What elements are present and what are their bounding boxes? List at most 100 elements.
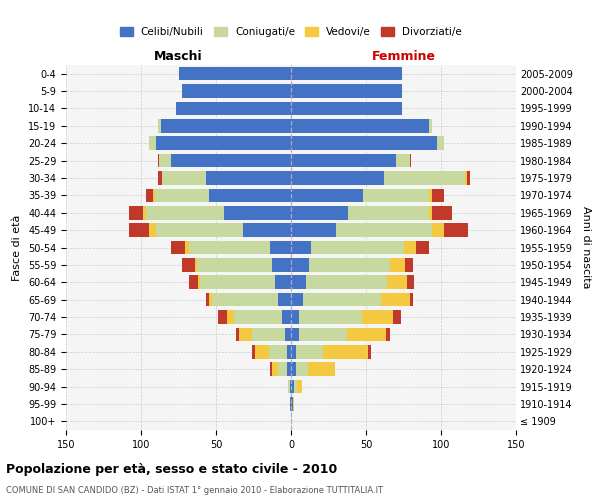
Bar	[291, 224, 336, 237]
Bar	[387, 276, 407, 289]
Bar	[199, 276, 275, 289]
Bar	[291, 397, 293, 410]
Bar	[157, 119, 161, 132]
Bar	[291, 310, 299, 324]
Bar	[432, 224, 444, 237]
Bar	[405, 258, 413, 272]
Bar	[282, 310, 291, 324]
Bar	[465, 171, 467, 185]
Bar	[255, 345, 269, 358]
Bar	[171, 240, 185, 254]
Bar	[309, 258, 390, 272]
Text: Maschi: Maschi	[154, 50, 203, 63]
Bar	[291, 119, 429, 132]
Y-axis label: Fasce di età: Fasce di età	[13, 214, 22, 280]
Y-axis label: Anni di nascita: Anni di nascita	[581, 206, 592, 289]
Bar	[291, 102, 402, 115]
Bar	[271, 258, 291, 272]
Bar	[195, 258, 197, 272]
Bar	[269, 345, 287, 358]
Bar	[429, 119, 432, 132]
Bar	[153, 188, 155, 202]
Bar	[367, 345, 371, 358]
Bar	[291, 67, 402, 80]
Bar	[390, 258, 405, 272]
Bar	[404, 240, 415, 254]
Bar	[348, 206, 429, 220]
Bar	[243, 224, 291, 237]
Bar	[291, 293, 303, 306]
Bar	[218, 310, 227, 324]
Text: Popolazione per età, sesso e stato civile - 2010: Popolazione per età, sesso e stato civil…	[6, 462, 337, 475]
Bar	[407, 276, 414, 289]
Bar	[409, 154, 411, 168]
Bar	[299, 328, 347, 341]
Bar	[444, 224, 468, 237]
Bar	[129, 224, 149, 237]
Bar	[290, 397, 291, 410]
Bar	[409, 293, 413, 306]
Bar	[271, 362, 277, 376]
Bar	[189, 276, 198, 289]
Bar	[176, 102, 291, 115]
Bar	[467, 171, 470, 185]
Bar	[182, 258, 195, 272]
Bar	[185, 240, 189, 254]
Bar	[209, 188, 291, 202]
Bar	[291, 276, 306, 289]
Bar	[291, 328, 299, 341]
Bar	[270, 362, 271, 376]
Bar	[437, 136, 444, 150]
Bar	[290, 380, 291, 394]
Bar	[198, 276, 199, 289]
Bar	[432, 188, 444, 202]
Bar	[291, 154, 396, 168]
Bar	[157, 171, 162, 185]
Bar	[299, 310, 361, 324]
Bar	[308, 362, 335, 376]
Text: Femmine: Femmine	[371, 50, 436, 63]
Bar	[293, 397, 294, 410]
Bar	[197, 258, 271, 272]
Bar	[306, 276, 387, 289]
Bar	[156, 136, 291, 150]
Bar	[275, 276, 291, 289]
Bar	[143, 206, 146, 220]
Bar	[347, 328, 386, 341]
Bar	[291, 84, 402, 98]
Bar	[311, 240, 404, 254]
Bar	[277, 362, 287, 376]
Bar	[287, 345, 291, 358]
Text: COMUNE DI SAN CANDIDO (BZ) - Dati ISTAT 1° gennaio 2010 - Elaborazione TUTTITALI: COMUNE DI SAN CANDIDO (BZ) - Dati ISTAT …	[6, 486, 383, 495]
Bar	[336, 224, 432, 237]
Bar	[270, 240, 291, 254]
Bar	[396, 154, 409, 168]
Bar	[234, 310, 282, 324]
Bar	[291, 362, 296, 376]
Bar	[129, 206, 143, 220]
Bar	[285, 328, 291, 341]
Bar	[291, 136, 437, 150]
Legend: Celibi/Nubili, Coniugati/e, Vedovi/e, Divorziati/e: Celibi/Nubili, Coniugati/e, Vedovi/e, Di…	[116, 23, 466, 42]
Bar	[277, 293, 291, 306]
Bar	[149, 136, 156, 150]
Bar	[205, 171, 291, 185]
Bar	[294, 380, 297, 394]
Bar	[361, 310, 393, 324]
Bar	[291, 258, 309, 272]
Bar	[179, 67, 291, 80]
Bar	[296, 362, 308, 376]
Bar	[235, 328, 239, 341]
Bar	[182, 84, 291, 98]
Bar	[155, 188, 209, 202]
Bar	[386, 328, 390, 341]
Bar	[291, 171, 384, 185]
Bar	[205, 293, 209, 306]
Bar	[291, 240, 311, 254]
Bar	[146, 206, 223, 220]
Bar	[287, 362, 291, 376]
Bar	[162, 171, 205, 185]
Bar	[212, 293, 277, 306]
Bar	[384, 171, 465, 185]
Bar	[171, 154, 291, 168]
